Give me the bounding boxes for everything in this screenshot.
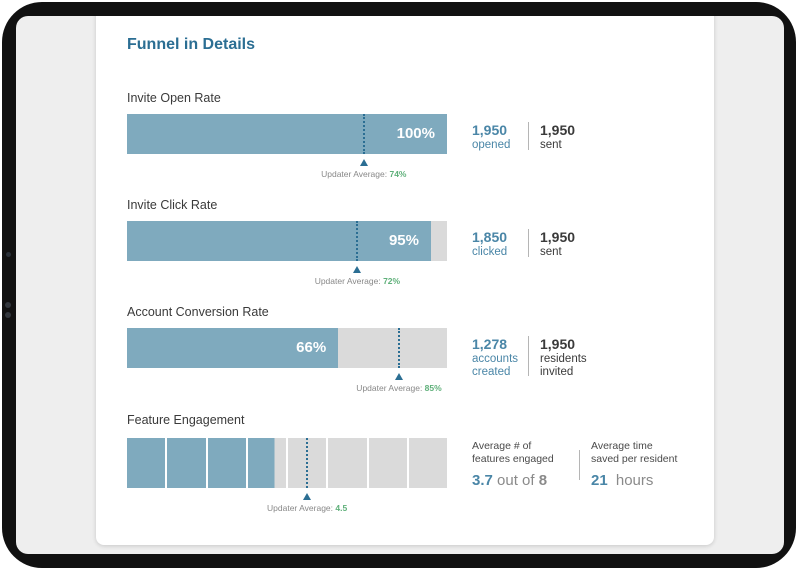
rate-percent-label: 95% xyxy=(388,232,419,249)
time-saved-label: Average time saved per resident xyxy=(591,440,678,465)
average-text: Updater Average: 72% xyxy=(315,276,400,286)
camera-icon xyxy=(6,252,11,257)
stat-divider xyxy=(528,122,529,150)
engagement-segment xyxy=(328,438,367,488)
time-value: 21 xyxy=(591,472,608,489)
average-marker-icon xyxy=(303,493,312,500)
opened-label: opened xyxy=(472,139,511,151)
engagement-segment xyxy=(247,438,286,488)
sent-count: 1,950 xyxy=(540,229,576,245)
rate-bar: 100% xyxy=(127,114,447,154)
engagement-segment xyxy=(408,438,447,488)
clicked-label: clicked xyxy=(472,246,508,258)
invited-label: residents invited xyxy=(540,353,587,378)
rate-bar-fill xyxy=(127,221,431,261)
average-value: 74% xyxy=(389,169,407,179)
features-value: 3.7 xyxy=(472,472,493,489)
time-saved-value: 21 hours xyxy=(591,472,653,489)
average-label: Updater Average: xyxy=(267,503,334,513)
features-suffix: out of xyxy=(497,472,535,489)
funnel-details-card: Funnel in Details Invite Open Rate 100% … xyxy=(96,16,714,545)
average-label: Updater Average: xyxy=(314,276,381,286)
average-text: Updater Average: 85% xyxy=(356,383,441,393)
metric-label: Account Conversion Rate xyxy=(127,305,269,319)
clicked-count: 1,850 xyxy=(472,229,508,245)
metric-label: Invite Open Rate xyxy=(127,91,221,105)
rate-bar: 66% xyxy=(127,328,447,368)
engagement-segment xyxy=(207,438,246,488)
rate-percent-label: 100% xyxy=(396,125,435,142)
stat-divider xyxy=(528,229,529,257)
average-label: Updater Average: xyxy=(321,169,388,179)
invited-count: 1,950 xyxy=(540,336,576,352)
engagement-segment xyxy=(368,438,407,488)
features-engaged-value: 3.7 out of 8 xyxy=(472,472,547,489)
accounts-count: 1,278 xyxy=(472,336,508,352)
average-value: 72% xyxy=(383,276,401,286)
opened-count: 1,950 xyxy=(472,122,508,138)
engagement-segment-bar xyxy=(127,438,447,488)
screen: Funnel in Details Invite Open Rate 100% … xyxy=(16,16,784,554)
sensor-icon xyxy=(5,312,11,318)
average-text: Updater Average: 74% xyxy=(321,169,406,179)
card-title: Funnel in Details xyxy=(127,36,256,53)
rate-bar-fill xyxy=(127,114,447,154)
time-unit: hours xyxy=(615,472,654,489)
sent-label: sent xyxy=(540,139,562,151)
sent-count: 1,950 xyxy=(540,122,576,138)
engagement-segment xyxy=(127,438,166,488)
average-value: 4.5 xyxy=(335,503,348,513)
features-total: 8 xyxy=(538,472,548,489)
features-engaged-label: Average # of features engaged xyxy=(472,440,554,465)
average-marker-icon xyxy=(359,159,368,166)
average-line xyxy=(362,114,365,154)
average-line xyxy=(356,221,359,261)
stat-divider xyxy=(579,450,580,480)
engagement-segment xyxy=(167,438,206,488)
sent-label: sent xyxy=(540,246,562,258)
average-marker-icon xyxy=(395,373,403,380)
rate-bar-fill xyxy=(127,328,339,368)
rate-percent-label: 66% xyxy=(296,339,327,356)
accounts-label: accounts created xyxy=(472,353,519,378)
metric-label: Invite Click Rate xyxy=(127,198,218,212)
average-value: 85% xyxy=(424,383,442,393)
average-line xyxy=(398,328,400,368)
average-marker-icon xyxy=(353,266,362,273)
sensor-icon xyxy=(5,302,11,308)
average-line xyxy=(306,438,309,488)
average-text: Updater Average: 4.5 xyxy=(267,503,347,513)
metric-label: Feature Engagement xyxy=(127,413,245,427)
stat-divider xyxy=(528,336,529,376)
average-label: Updater Average: xyxy=(356,383,423,393)
rate-bar: 95% xyxy=(127,221,447,261)
